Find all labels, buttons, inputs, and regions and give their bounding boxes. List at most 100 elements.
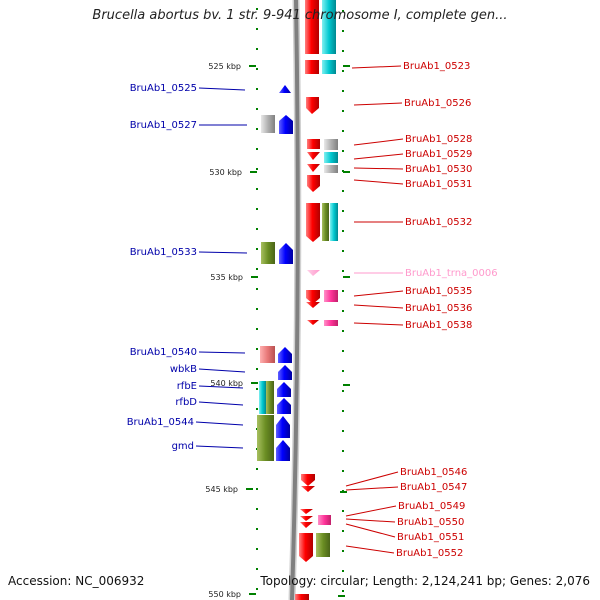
leader-line <box>198 368 246 373</box>
gene-feature[interactable] <box>260 346 275 363</box>
gene-feature[interactable] <box>259 381 266 414</box>
chromosome-backbone <box>288 0 302 600</box>
gene-label-right[interactable]: BruAb1_0532 <box>405 217 472 228</box>
gene-feature[interactable] <box>279 115 293 134</box>
guide-dot <box>256 588 258 590</box>
gene-feature[interactable] <box>307 152 320 160</box>
gene-label-left[interactable]: rfbE <box>177 381 197 392</box>
gene-feature[interactable] <box>307 164 320 172</box>
gene-feature[interactable] <box>295 594 309 600</box>
guide-dot <box>256 8 258 10</box>
gene-feature[interactable] <box>324 320 338 326</box>
gene-feature[interactable] <box>305 0 336 74</box>
gene-feature[interactable] <box>261 242 275 264</box>
scale-tick-label: 530 kbp <box>209 168 242 177</box>
trna-feature[interactable] <box>307 270 320 276</box>
gene-feature[interactable] <box>307 320 319 325</box>
scale-tick <box>251 276 258 278</box>
leader-line <box>353 138 404 146</box>
gene-label-right[interactable]: BruAb1_0529 <box>405 149 472 160</box>
gene-feature[interactable] <box>324 152 338 163</box>
gene-feature[interactable] <box>301 474 315 486</box>
gene-label-right[interactable]: BruAb1_0526 <box>404 98 471 109</box>
gene-feature[interactable] <box>306 203 320 242</box>
gene-label-right[interactable]: BruAb1_0551 <box>397 532 464 543</box>
guide-dot <box>256 28 258 30</box>
gene-feature[interactable] <box>276 440 290 461</box>
gene-feature[interactable] <box>330 203 338 241</box>
leader-line <box>345 523 396 538</box>
gene-feature[interactable] <box>277 398 291 414</box>
gene-feature[interactable] <box>307 175 320 192</box>
gene-label-left[interactable]: gmd <box>172 441 194 452</box>
gene-label-left[interactable]: BruAb1_0533 <box>130 247 197 258</box>
gene-label-right[interactable]: BruAb1_0552 <box>396 548 463 559</box>
gene-feature[interactable] <box>306 97 319 114</box>
gene-feature[interactable] <box>300 509 313 514</box>
gene-feature[interactable] <box>322 203 329 241</box>
guide-dot <box>342 270 344 272</box>
gene-feature[interactable] <box>306 302 320 308</box>
gene-label-right[interactable]: BruAb1_0535 <box>405 286 472 297</box>
guide-dot <box>342 450 344 452</box>
gene-feature[interactable] <box>299 533 313 562</box>
gene-feature[interactable] <box>300 522 313 528</box>
gene-feature[interactable] <box>279 243 293 264</box>
gene-feature[interactable] <box>301 486 315 492</box>
gene-label-right[interactable]: BruAb1_0530 <box>405 164 472 175</box>
scale-tick-label: 540 kbp <box>210 379 243 388</box>
gene-label-right[interactable]: BruAb1_0550 <box>397 517 464 528</box>
scale-tick <box>343 171 350 173</box>
gene-label-left[interactable]: rfbD <box>175 397 197 408</box>
gene-feature[interactable] <box>279 85 291 93</box>
gene-feature[interactable] <box>316 533 330 557</box>
gene-feature[interactable] <box>278 365 292 380</box>
gene-feature[interactable] <box>257 415 274 461</box>
gene-label-right[interactable]: BruAb1_0536 <box>405 303 472 314</box>
gene-feature[interactable] <box>278 347 292 363</box>
guide-dot <box>256 508 258 510</box>
scale-tick <box>251 382 258 384</box>
guide-dot <box>342 210 344 212</box>
gene-feature[interactable] <box>261 115 275 133</box>
leader-line <box>198 401 244 406</box>
leader-line <box>353 304 404 309</box>
leader-line <box>353 102 403 106</box>
gene-label-right[interactable]: BruAb1_0549 <box>398 501 465 512</box>
gene-feature[interactable] <box>324 139 338 150</box>
gene-label-right[interactable]: BruAb1_0531 <box>405 179 472 190</box>
gene-label-right[interactable]: BruAb1_0547 <box>400 482 467 493</box>
leader-line <box>198 251 248 254</box>
gene-feature[interactable] <box>307 139 320 149</box>
guide-dot <box>342 70 344 72</box>
gene-label-left[interactable]: BruAb1_0544 <box>127 417 194 428</box>
guide-dot <box>256 288 258 290</box>
guide-dot <box>256 528 258 530</box>
leader-line <box>351 65 402 69</box>
gene-label-right[interactable]: BruAb1_0546 <box>400 467 467 478</box>
gene-feature[interactable] <box>318 515 331 525</box>
gene-feature[interactable] <box>324 165 338 173</box>
gene-label-right[interactable]: BruAb1_0538 <box>405 320 472 331</box>
guide-dot <box>342 90 344 92</box>
gene-label-right[interactable]: BruAb1_trna_0006 <box>405 268 498 279</box>
gene-label-left[interactable]: BruAb1_0540 <box>130 347 197 358</box>
gene-label-left[interactable]: BruAb1_0527 <box>130 120 197 131</box>
leader-line <box>353 179 404 185</box>
gene-label-right[interactable]: BruAb1_0528 <box>405 134 472 145</box>
guide-dot <box>342 410 344 412</box>
label-leader-lines <box>195 65 404 554</box>
gene-feature[interactable] <box>276 416 290 438</box>
gene-feature[interactable] <box>300 516 313 521</box>
map-title: Brucella abortus bv. 1 str. 9-941 chromo… <box>92 8 508 23</box>
gene-feature[interactable] <box>277 382 291 397</box>
scale-tick <box>340 491 347 493</box>
guide-dot <box>342 230 344 232</box>
gene-feature[interactable] <box>306 290 320 304</box>
gene-label-right[interactable]: BruAb1_0523 <box>403 61 470 72</box>
guide-dot <box>256 548 258 550</box>
gene-feature[interactable] <box>324 290 338 302</box>
gene-label-left[interactable]: wbkB <box>170 364 197 375</box>
gene-label-left[interactable]: BruAb1_0525 <box>130 83 197 94</box>
gene-feature[interactable] <box>266 381 274 414</box>
